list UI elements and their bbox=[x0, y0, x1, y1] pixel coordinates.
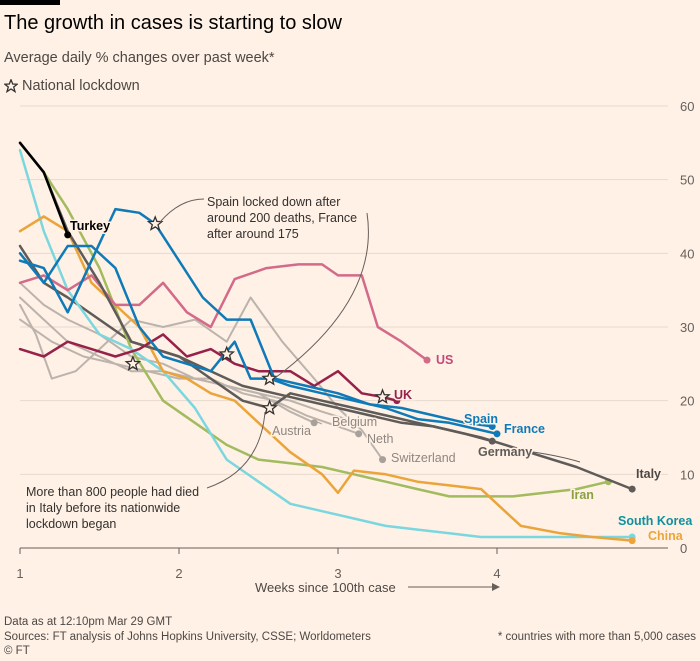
series-label: France bbox=[504, 422, 545, 436]
lockdown-legend: National lockdown bbox=[4, 78, 140, 94]
y-tick-label: 50 bbox=[680, 173, 694, 188]
annotation-leader bbox=[206, 411, 266, 489]
series-line-turkey bbox=[18, 141, 69, 237]
series-label: Belgium bbox=[332, 415, 377, 429]
x-tick-label: 1 bbox=[16, 566, 23, 581]
x-axis-arrow-head bbox=[492, 583, 500, 591]
brand-bar bbox=[0, 0, 60, 5]
series-end-marker bbox=[488, 422, 496, 430]
series-line-germany bbox=[18, 244, 494, 443]
series-label: Iran bbox=[571, 488, 594, 502]
x-axis-title: Weeks since 100th case bbox=[255, 580, 396, 595]
series-line-uk bbox=[18, 333, 399, 402]
footer-date: Data as at 12:10pm Mar 29 GMT bbox=[4, 616, 173, 628]
series-label: South Korea bbox=[618, 514, 693, 528]
y-tick-label: 30 bbox=[680, 320, 694, 335]
series-end-marker bbox=[366, 419, 374, 427]
lockdown-star bbox=[218, 345, 236, 362]
annotation-leader bbox=[274, 212, 369, 379]
y-tick-label: 40 bbox=[680, 246, 694, 261]
series-line-iran bbox=[18, 141, 610, 498]
y-tick-label: 0 bbox=[680, 541, 687, 556]
series-end-marker bbox=[310, 419, 318, 427]
series-line-spain bbox=[18, 207, 494, 428]
series-label: Italy bbox=[636, 467, 661, 481]
star-icon bbox=[4, 79, 18, 93]
footer-sources: Sources: FT analysis of Johns Hopkins Un… bbox=[4, 631, 371, 643]
footer-note: * countries with more than 5,000 cases bbox=[497, 631, 696, 643]
lockdown-star bbox=[374, 388, 391, 405]
series-line-italy bbox=[18, 141, 634, 491]
series-end-marker bbox=[493, 430, 501, 438]
series-line-switzerland bbox=[19, 296, 384, 461]
footer-credit: © FT bbox=[4, 645, 30, 657]
series-end-marker bbox=[64, 231, 72, 239]
x-tick-label: 4 bbox=[493, 566, 500, 581]
series-label: Neth bbox=[367, 432, 393, 446]
series-label: Turkey bbox=[70, 219, 110, 233]
annotation-italy: More than 800 people had died in Italy be… bbox=[26, 485, 199, 531]
series-line-south-korea bbox=[18, 148, 634, 539]
series-end-marker bbox=[393, 397, 401, 405]
series-label: China bbox=[648, 529, 684, 543]
lockdown-star bbox=[124, 355, 142, 371]
y-tick-label: 10 bbox=[680, 467, 694, 482]
label-leader bbox=[382, 456, 386, 460]
series-line-us bbox=[18, 263, 429, 362]
series-end-marker bbox=[423, 356, 431, 364]
series-end-marker bbox=[628, 537, 636, 545]
label-leader bbox=[532, 451, 581, 463]
lockdown-star bbox=[146, 215, 164, 231]
series-label: UK bbox=[394, 388, 412, 402]
series-label: Germany bbox=[478, 445, 532, 459]
y-tick-label: 20 bbox=[680, 394, 694, 409]
series-label: Spain bbox=[464, 412, 498, 426]
series-end-marker bbox=[628, 485, 636, 493]
x-tick-label: 2 bbox=[175, 566, 182, 581]
label-leader bbox=[355, 432, 362, 436]
annotation-leader bbox=[159, 198, 205, 223]
lockdown-legend-label: National lockdown bbox=[22, 78, 140, 94]
annotation-spain-france: Spain locked down after around 200 deaths… bbox=[207, 195, 357, 241]
label-leader bbox=[314, 420, 323, 425]
lockdown-star bbox=[261, 399, 278, 416]
chart-title: The growth in cases is starting to slow bbox=[4, 12, 342, 34]
chart-subtitle: Average daily % changes over past week* bbox=[4, 50, 275, 66]
x-tick-label: 3 bbox=[334, 566, 341, 581]
y-tick-label: 60 bbox=[680, 99, 694, 114]
series-label: Switzerland bbox=[391, 451, 456, 465]
series-label: US bbox=[436, 353, 453, 367]
series-label: Austria bbox=[272, 424, 311, 438]
series-line-neth bbox=[19, 318, 360, 435]
lockdown-star bbox=[261, 369, 278, 386]
